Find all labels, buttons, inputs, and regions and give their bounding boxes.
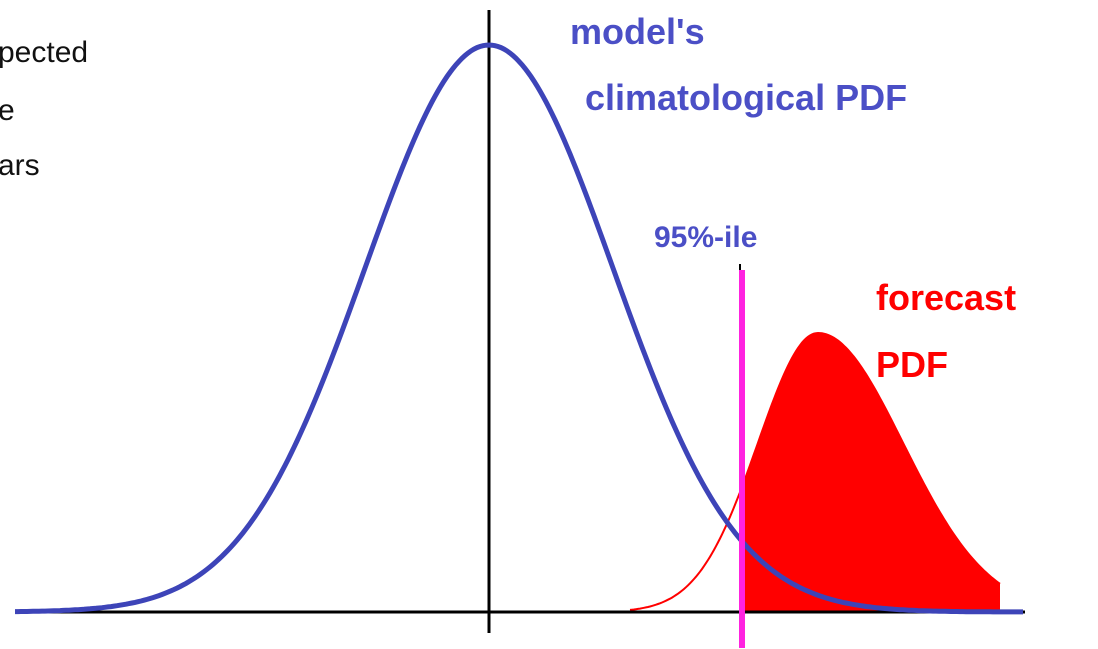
climatology-label: model's bbox=[570, 11, 705, 52]
forecast-label: forecast bbox=[876, 277, 1016, 318]
percentile-label: 95%-ile bbox=[654, 221, 757, 254]
left-text: ars bbox=[0, 149, 40, 182]
left-text: pected bbox=[0, 36, 88, 69]
climatology-label: climatological PDF bbox=[585, 77, 907, 118]
left-text: e bbox=[0, 94, 15, 127]
forecast-pdf-curve bbox=[629, 331, 1001, 611]
climatological-pdf-curve bbox=[15, 42, 1023, 615]
forecast-tail-fill bbox=[742, 333, 1000, 612]
forecast-label: PDF bbox=[876, 344, 948, 385]
